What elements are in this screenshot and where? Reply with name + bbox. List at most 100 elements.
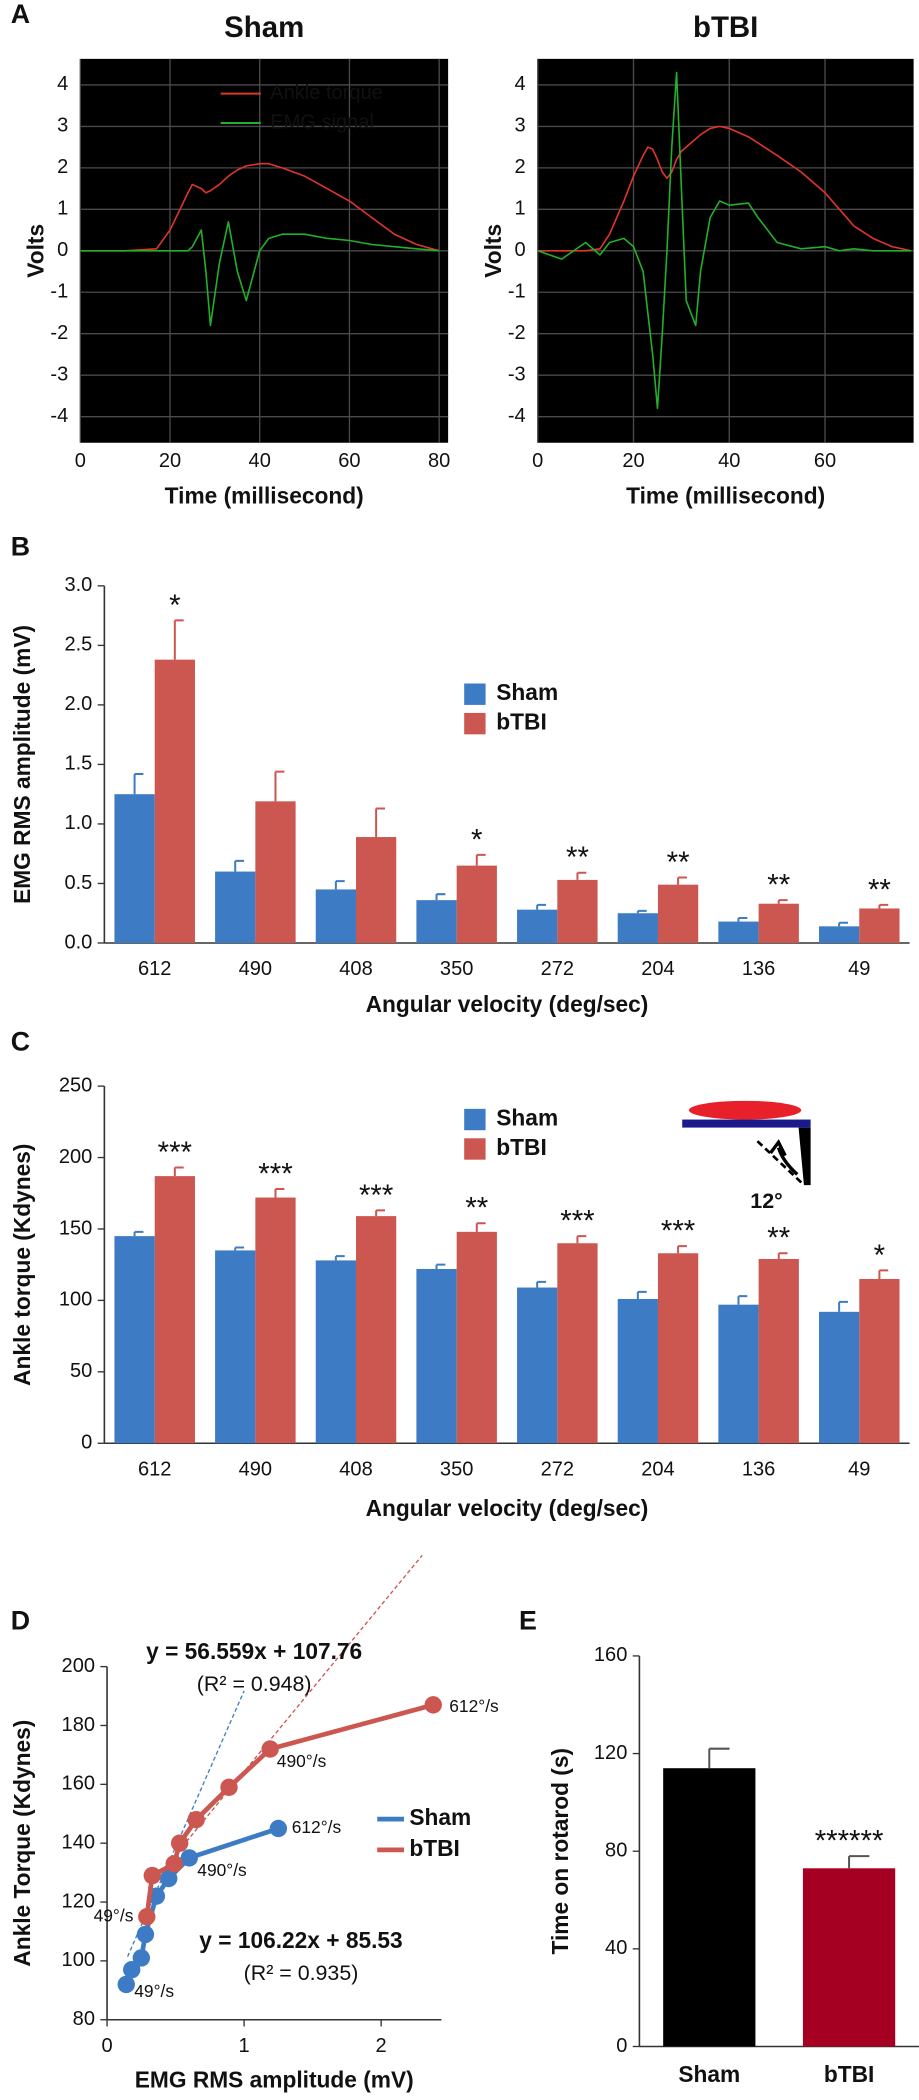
y-tick-label: 150 — [59, 1217, 92, 1239]
panel-letter: A — [11, 0, 30, 29]
x-tick-label: 204 — [641, 958, 674, 980]
legend-label: Sham — [409, 1804, 471, 1830]
bar — [819, 1311, 860, 1444]
error-bar — [636, 1290, 647, 1299]
x-tick-label: 60 — [338, 450, 360, 472]
fit-equation: y = 106.22x + 85.53 — [199, 1927, 402, 1953]
fit-r2: (R² = 0.948) — [197, 1672, 312, 1696]
y-tick-label: 40 — [605, 1937, 627, 1959]
data-point — [136, 1925, 155, 1944]
error-bar — [133, 1230, 144, 1237]
inset-dash — [754, 1138, 803, 1184]
bar — [657, 884, 699, 943]
y-tick-label: 100 — [62, 1949, 95, 1971]
x-tick-label: 49 — [848, 958, 870, 980]
fit-r2: (R² = 0.935) — [244, 1961, 359, 1985]
x-tick-label: 272 — [541, 1458, 574, 1480]
x-tick-label: 40 — [249, 450, 271, 472]
error-bar — [677, 876, 687, 885]
bar — [315, 889, 357, 943]
y-axis-label: Ankle Torque (Kdynes) — [9, 1720, 35, 1967]
y-tick-label: 2.0 — [64, 693, 92, 715]
error-bar — [234, 1246, 245, 1251]
error-bar — [536, 1280, 547, 1288]
y-tick-label: 1 — [515, 198, 526, 220]
panel-letter: C — [11, 1026, 30, 1056]
y-tick-label: 3 — [515, 115, 526, 137]
error-bar — [777, 899, 788, 904]
y-tick-label: 0.5 — [64, 872, 92, 894]
legend-label: bTBI — [496, 1134, 546, 1160]
series-line — [80, 220, 440, 327]
y-axis-label: Ankle torque (Kdynes) — [9, 1143, 35, 1385]
series-line — [80, 162, 440, 252]
data-point — [269, 1819, 288, 1838]
bar — [859, 1278, 900, 1444]
error-bar — [375, 1209, 385, 1217]
x-tick-label: 49 — [848, 1458, 870, 1480]
error-bar — [576, 871, 587, 880]
point-label: 49°/s — [134, 1981, 174, 2001]
significance: * — [471, 823, 482, 856]
legend-label: Sham — [496, 1105, 558, 1131]
y-tick-label: 3 — [57, 115, 68, 137]
bar — [758, 903, 799, 943]
legend-label: bTBI — [496, 709, 546, 735]
bar — [255, 1197, 296, 1444]
bar — [557, 879, 598, 943]
error-bar — [334, 880, 345, 890]
y-tick-label: -1 — [508, 281, 526, 303]
legend-swatch — [464, 712, 486, 735]
point-label: 612°/s — [292, 1817, 342, 1837]
x-tick-label: 272 — [541, 958, 574, 980]
bar — [517, 909, 558, 943]
panel-letter: D — [11, 1606, 30, 1636]
x-tick-label: 136 — [742, 1458, 775, 1480]
bar — [416, 1268, 457, 1444]
bar — [356, 837, 397, 943]
significance: * — [169, 589, 180, 622]
y-tick-label: 100 — [59, 1289, 92, 1311]
data-point — [143, 1866, 161, 1885]
series-line — [537, 71, 912, 410]
x-tick-label: 408 — [339, 958, 372, 980]
bar — [114, 1236, 155, 1444]
significance: ** — [566, 841, 589, 874]
bar — [255, 801, 296, 943]
x-tick-label: 0 — [75, 450, 86, 472]
error-bar — [475, 853, 486, 866]
error-bar — [878, 903, 889, 909]
x-axis-label: Angular velocity (deg/sec) — [366, 1495, 649, 1521]
bar — [215, 1250, 256, 1444]
error-bar — [677, 1245, 687, 1254]
significance: *** — [359, 1179, 393, 1212]
y-tick-label: 3.0 — [64, 574, 92, 596]
data-point — [138, 1908, 156, 1926]
error-bar — [173, 619, 184, 660]
point-label: 490°/s — [277, 1751, 327, 1771]
bar — [617, 913, 658, 943]
data-point — [123, 1961, 141, 1979]
inset-pedal-base — [682, 1119, 811, 1128]
y-axis-label: Volts — [480, 224, 506, 278]
data-point — [187, 1810, 205, 1829]
error-bar — [848, 1855, 870, 1869]
significance: ** — [767, 1222, 790, 1255]
bar — [456, 865, 497, 943]
y-tick-label: 0 — [515, 239, 526, 261]
y-tick-label: 140 — [62, 1831, 95, 1853]
y-tick-label: 80 — [605, 1840, 627, 1862]
data-point — [117, 1975, 135, 1994]
trend-line — [147, 1554, 423, 1889]
bar — [718, 921, 759, 943]
y-tick-label: 4 — [515, 73, 526, 95]
error-bar — [334, 1255, 345, 1261]
y-tick-label: -4 — [508, 405, 526, 427]
bar — [356, 1216, 397, 1444]
y-tick-label: 0 — [57, 239, 68, 261]
bar — [819, 926, 860, 943]
bar — [114, 794, 155, 943]
point-label: 49°/s — [94, 1905, 134, 1925]
bar — [154, 1176, 195, 1444]
y-tick-label: 2 — [57, 156, 68, 178]
